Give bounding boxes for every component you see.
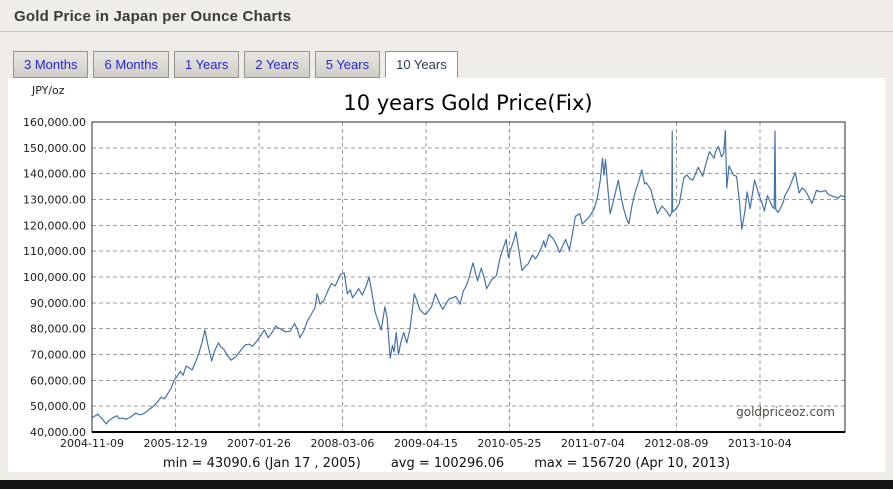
y-axis-tick-label: 60,000.00 — [30, 374, 86, 387]
y-axis-tick-label: 130,000.00 — [23, 194, 86, 207]
chart-panel: JPY/oz 10 years Gold Price(Fix) 40,000.0… — [8, 78, 885, 472]
y-axis-unit-label: JPY/oz — [31, 84, 65, 97]
y-axis-tick-label: 140,000.00 — [23, 168, 86, 181]
tab-1-years[interactable]: 1 Years — [173, 51, 240, 78]
tab-2-years[interactable]: 2 Years — [244, 51, 310, 78]
x-axis-tick-label: 2007-01-26 — [227, 437, 291, 450]
x-axis-tick-label: 2013-10-04 — [728, 437, 792, 450]
x-axis-tick-label: 2009-04-15 — [394, 437, 458, 450]
tab-6-months[interactable]: 6 Months — [93, 51, 169, 78]
tab-5-years[interactable]: 5 Years — [314, 51, 381, 78]
x-axis-tick-label: 2004-11-09 — [60, 437, 124, 450]
window-bottom-edge — [0, 480, 893, 489]
tab-3-months[interactable]: 3 Months — [13, 51, 89, 78]
y-axis-tick-label: 100,000.00 — [23, 271, 86, 284]
x-axis-tick-label: 2005-12-19 — [144, 437, 208, 450]
tab-bar: 3 Months 6 Months 1 Years 2 Years 5 Year… — [13, 51, 893, 78]
y-axis-tick-label: 150,000.00 — [23, 142, 86, 155]
stat-avg: avg = 100296.06 — [390, 456, 505, 471]
header: Gold Price in Japan per Ounce Charts — [0, 0, 893, 32]
stat-max: max = 156720 (Apr 10, 2013) — [534, 456, 731, 471]
tab-10-years[interactable]: 10 Years — [385, 51, 458, 78]
y-axis-tick-label: 110,000.00 — [23, 245, 86, 258]
y-axis-tick-label: 70,000.00 — [30, 349, 86, 362]
x-axis-tick-label: 2008-03-06 — [310, 437, 374, 450]
price-line — [91, 129, 846, 425]
chart-stats: min = 43090.6 (Jan 17 , 2005) avg = 1002… — [8, 456, 885, 471]
chart-title: 10 years Gold Price(Fix) — [343, 91, 592, 115]
y-axis-tick-label: 160,000.00 — [23, 116, 86, 129]
y-axis-tick-label: 50,000.00 — [30, 400, 86, 413]
stat-min: min = 43090.6 (Jan 17 , 2005) — [162, 456, 361, 471]
watermark: goldpriceoz.com — [736, 405, 835, 419]
y-axis-tick-label: 90,000.00 — [30, 297, 86, 310]
page-title: Gold Price in Japan per Ounce Charts — [14, 8, 292, 25]
x-axis-tick-label: 2011-07-04 — [561, 437, 625, 450]
y-axis-tick-label: 120,000.00 — [23, 219, 86, 232]
x-axis-tick-label: 2012-08-09 — [644, 437, 708, 450]
gold-price-chart: JPY/oz 10 years Gold Price(Fix) 40,000.0… — [23, 84, 846, 450]
y-axis-tick-label: 80,000.00 — [30, 323, 86, 336]
x-axis-tick-label: 2010-05-25 — [477, 437, 541, 450]
y-axis-tick-label: 40,000.00 — [30, 426, 86, 439]
plot-area: 40,000.00 50,000.00 60,000.00 70,000.00 80,0… — [23, 116, 846, 450]
